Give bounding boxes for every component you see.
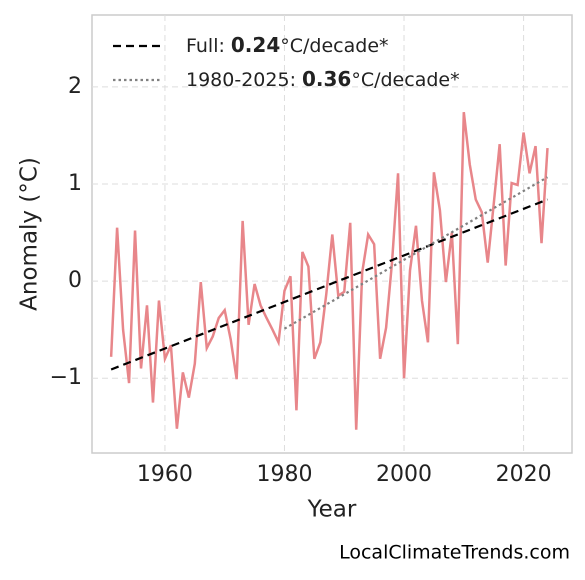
x-tick-label: 2020 bbox=[496, 462, 552, 487]
trend-line bbox=[283, 176, 549, 330]
y-tick-label: 2 bbox=[68, 74, 82, 99]
x-axis-label: Year bbox=[307, 497, 357, 523]
data-line bbox=[109, 111, 549, 430]
watermark: LocalClimateTrends.com bbox=[339, 542, 570, 564]
x-tick-label: 2000 bbox=[376, 462, 432, 487]
legend-label: Full: bbox=[186, 35, 225, 57]
legend-unit: °C/decade* bbox=[280, 35, 388, 57]
legend-slope: 0.36 bbox=[302, 67, 351, 91]
y-tick-label: 1 bbox=[68, 171, 82, 196]
legend-slope: 0.24 bbox=[231, 33, 280, 57]
x-tick-label: 1980 bbox=[256, 462, 312, 487]
y-axis-label: Anomaly (°C) bbox=[17, 157, 43, 311]
y-tick-label: −1 bbox=[50, 365, 82, 390]
legend-entry: Full: 0.24°C/decade* bbox=[186, 33, 389, 57]
trend-line bbox=[110, 198, 548, 371]
x-tick-label: 1960 bbox=[137, 462, 193, 487]
y-tick-label: 0 bbox=[68, 268, 82, 293]
legend-entry: 1980-2025: 0.36°C/decade* bbox=[186, 67, 460, 91]
legend-unit: °C/decade* bbox=[351, 69, 459, 91]
legend-label: 1980-2025: bbox=[186, 69, 296, 91]
plot-frame bbox=[91, 14, 573, 454]
